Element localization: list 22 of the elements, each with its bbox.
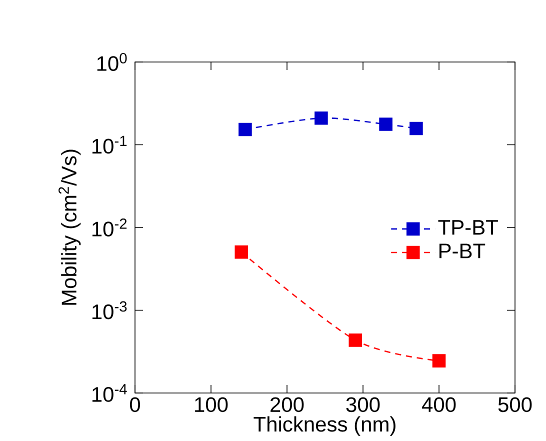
x-tick-label: 400	[422, 397, 456, 412]
x-tick-label: 300	[346, 397, 380, 412]
x-axis-title: Thickness (nm)	[254, 416, 396, 436]
y-tick-label: 10$^{-4}$	[92, 384, 127, 402]
y-tick-label: 10$^{-1}$	[92, 136, 127, 154]
legend-label: P-BT	[439, 244, 486, 258]
y-tick-label: 10$^{0}$	[97, 53, 127, 71]
y-tick-label: 10$^{-3}$	[92, 301, 127, 320]
point	[379, 118, 392, 131]
point	[238, 122, 252, 136]
x-tick-label: 500	[498, 397, 532, 412]
point	[432, 354, 446, 368]
point	[314, 111, 328, 125]
x-tick-label: 100	[195, 397, 228, 412]
x-tick-label: 0	[130, 397, 140, 412]
y-axis-title: Mobility (cm$^{2}$/Vs)	[58, 150, 81, 305]
legend-label: TP-BT	[438, 220, 498, 235]
y-tick-label: 10$^{-2}$	[92, 218, 127, 236]
point	[234, 245, 248, 259]
x-tick-label: 200	[270, 397, 304, 412]
point	[410, 122, 423, 136]
point	[348, 334, 362, 347]
